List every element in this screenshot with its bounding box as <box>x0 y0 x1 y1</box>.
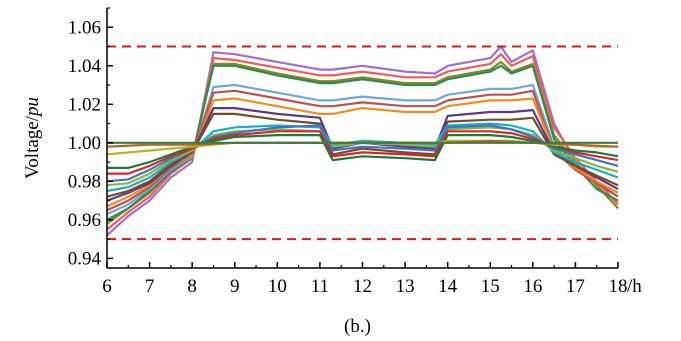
y-axis-label-text: Voltage/ <box>22 115 43 179</box>
y-tick-label-1.00: 1.00 <box>68 133 101 154</box>
y-tick-label-1.02: 1.02 <box>68 94 101 115</box>
x-tick-label-8: 8 <box>187 276 197 297</box>
x-tick-label-10: 10 <box>268 276 287 297</box>
x-tick-label-7: 7 <box>145 276 155 297</box>
x-tick-label-13: 13 <box>396 276 415 297</box>
x-tick-label-12: 12 <box>353 276 372 297</box>
y-tick-label-0.94: 0.94 <box>68 248 102 269</box>
x-tick-label-6: 6 <box>102 276 112 297</box>
series-line-5 <box>106 83 619 216</box>
y-tick-label-0.96: 0.96 <box>68 210 101 231</box>
x-tick-label-18: 18 <box>609 276 628 297</box>
reference-lines <box>107 45 618 241</box>
series-line-1 <box>106 45 619 237</box>
y-axis-label: Voltage/pu <box>22 97 43 179</box>
x-tick-label-17: 17 <box>566 276 585 297</box>
x-tick-label-15: 15 <box>481 276 500 297</box>
y-axis-label-unit: pu <box>22 97 43 118</box>
x-tick-label-9: 9 <box>230 276 240 297</box>
ticks: 6 7 8 9 10 11 12 13 14 15 16 17 18 0.94 0.96 0.98 1.00 1.… <box>68 7 628 297</box>
series-layer <box>106 45 619 237</box>
y-tick-label-1.04: 1.04 <box>68 56 102 77</box>
x-tick-label-14: 14 <box>438 276 458 297</box>
x-tick-label-11: 11 <box>311 276 329 297</box>
x-tick-label-16: 16 <box>523 276 542 297</box>
x-axis-unit-label: /h <box>627 276 642 297</box>
chart-caption: (b.) <box>344 316 371 337</box>
y-tick-label-1.06: 1.06 <box>68 17 101 38</box>
y-tick-label-0.98: 0.98 <box>68 171 101 192</box>
